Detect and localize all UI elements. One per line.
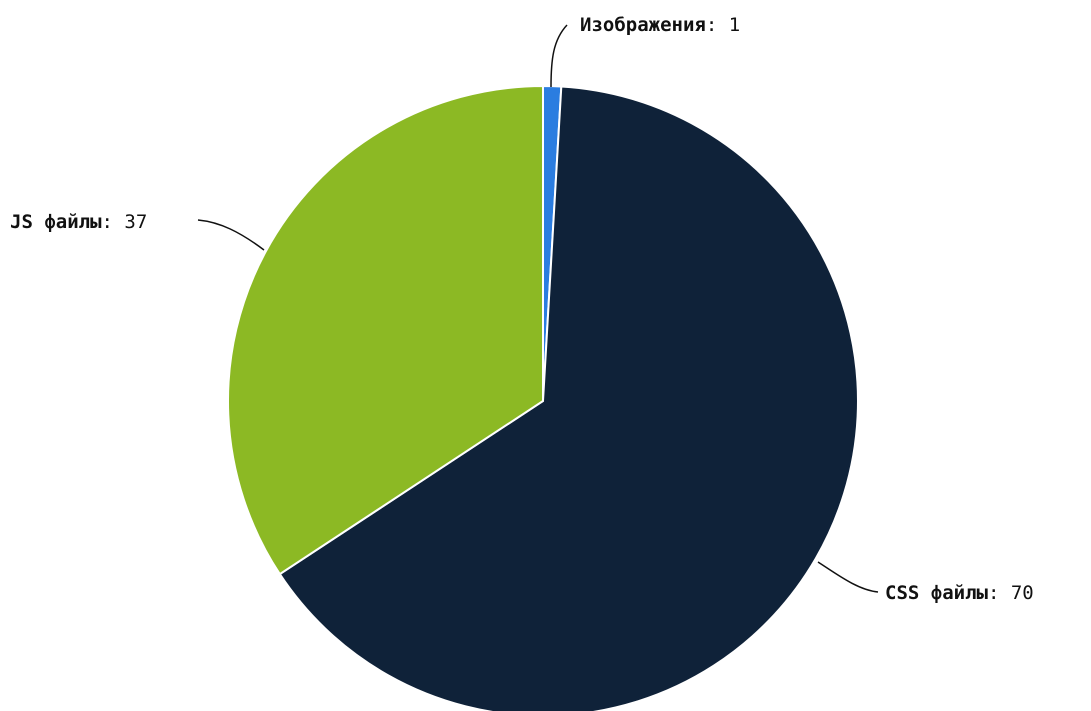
label-js-name: JS файлы xyxy=(10,211,102,233)
pie-slice-css xyxy=(278,85,859,711)
label-css-value: 70 xyxy=(1011,582,1034,604)
label-images-separator: : xyxy=(706,14,729,36)
pie-slice-js xyxy=(227,84,544,576)
label-css-name: CSS файлы xyxy=(885,582,989,604)
label-js: JS файлы: 37 xyxy=(10,211,147,233)
pie-slices xyxy=(227,84,859,711)
leader-line-images xyxy=(550,24,568,88)
label-css-separator: : xyxy=(988,582,1011,604)
label-images-value: 1 xyxy=(729,14,740,36)
label-css: CSS файлы: 70 xyxy=(885,582,1034,604)
label-images-name: Изображения xyxy=(580,14,706,36)
label-js-value: 37 xyxy=(124,211,147,233)
label-js-separator: : xyxy=(102,211,125,233)
leader-line-js xyxy=(197,219,265,251)
leader-line-css xyxy=(817,561,879,593)
label-images: Изображения: 1 xyxy=(580,14,740,36)
